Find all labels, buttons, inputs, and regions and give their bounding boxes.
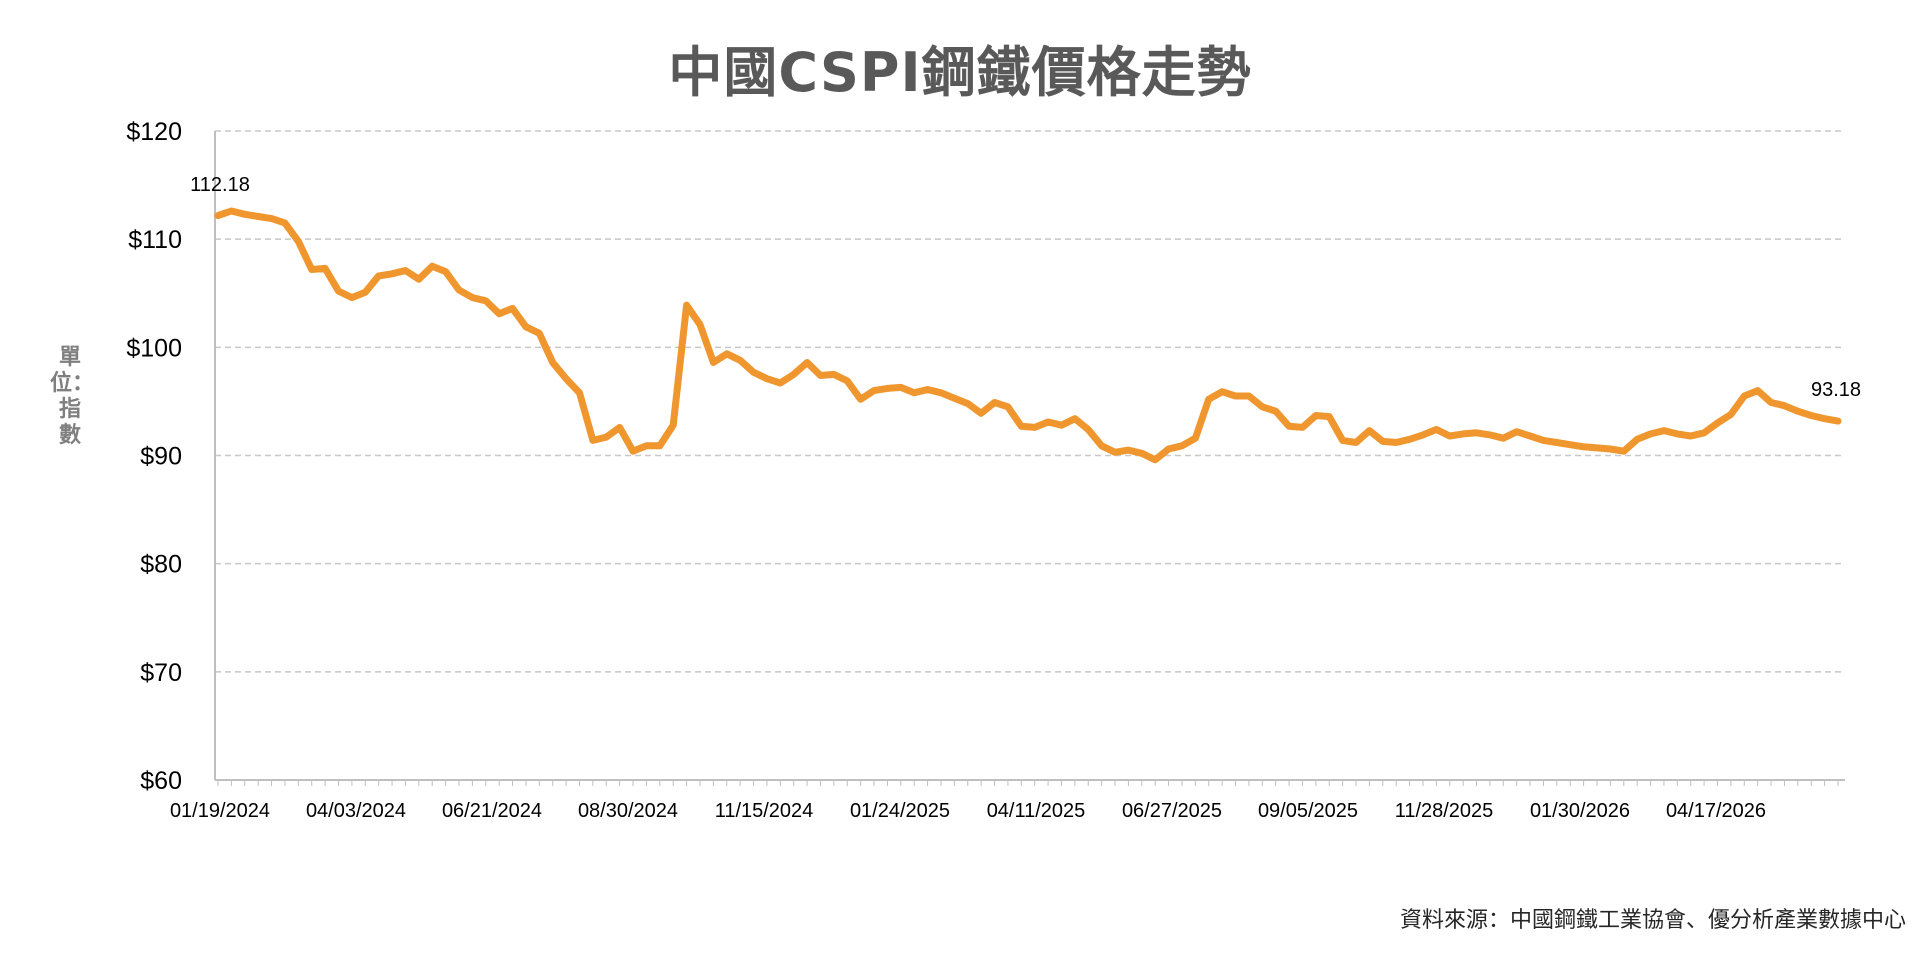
y-tick-labels: $60 $70 $80 $90 $100 $110 $120	[126, 118, 182, 795]
series-line	[214, 207, 1842, 464]
x-tick-label: 11/15/2024	[715, 800, 814, 822]
data-label: 93.18	[1811, 379, 1861, 401]
chart-title: 中國CSPI鋼鐵價格走勢	[668, 41, 1252, 104]
x-tick-label: 04/03/2024	[306, 800, 406, 822]
x-tick-label: 04/11/2025	[987, 800, 1086, 822]
y-tick-label: $70	[140, 659, 182, 687]
source-note: 資料來源：中國鋼鐵工業協會、優分析產業數據中心	[1399, 908, 1906, 933]
x-tick-label: 09/05/2025	[1258, 800, 1358, 822]
y-tick-label: $120	[126, 118, 182, 146]
x-tick-label: 01/19/2024	[170, 800, 270, 822]
x-tick-label: 01/24/2025	[850, 800, 950, 822]
x-tick-label: 11/28/2025	[1395, 800, 1494, 822]
x-tick-labels: 01/19/2024 04/03/2024 06/21/2024 08/30/2024…	[170, 800, 1766, 822]
x-tick-label: 04/17/2026	[1666, 800, 1766, 822]
y-tick-label: $90	[140, 443, 182, 471]
y-axis-label: 單位：指數	[50, 345, 95, 448]
data-labels: 112.18 93.18	[190, 174, 1861, 401]
x-tick-label: 06/27/2025	[1122, 800, 1222, 822]
y-tick-label: $60	[140, 767, 182, 795]
y-tick-label: $100	[126, 334, 182, 362]
axes	[214, 131, 1845, 786]
series-line-group	[214, 207, 1842, 464]
data-label: 112.18	[190, 174, 250, 196]
gridlines	[215, 130, 1845, 673]
x-tick-label: 01/30/2026	[1530, 800, 1630, 822]
x-tick-label: 08/30/2024	[578, 800, 678, 822]
y-tick-label: $110	[128, 226, 182, 254]
x-tick-label: 06/21/2024	[442, 800, 542, 822]
y-tick-label: $80	[140, 551, 182, 579]
